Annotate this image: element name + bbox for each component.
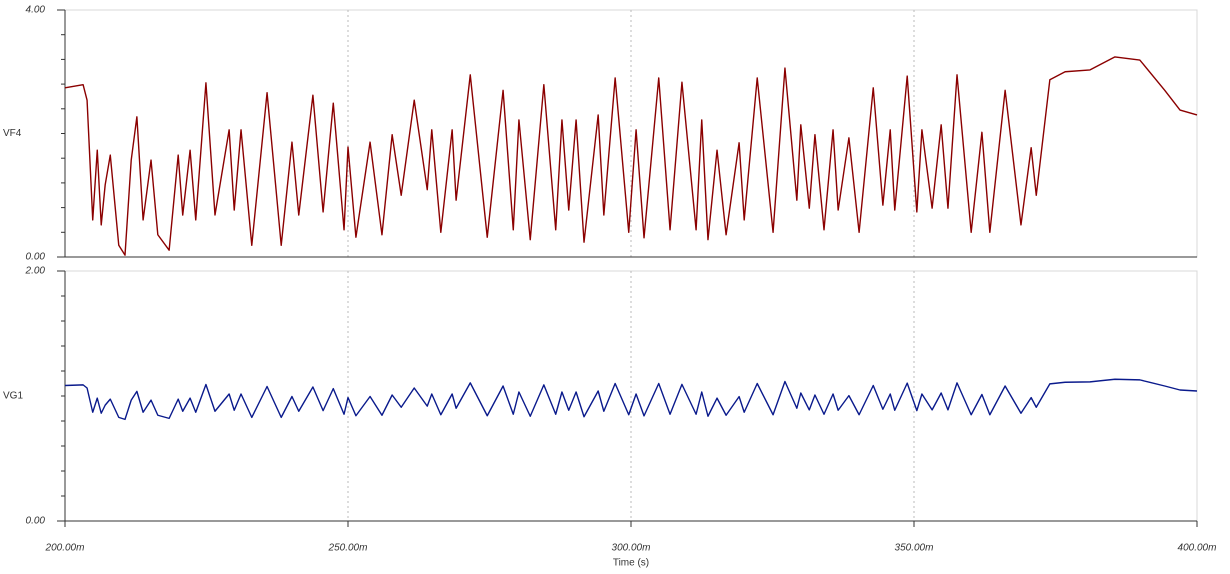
x-tick-label: 200.00m — [45, 543, 85, 554]
y-tick-label: 4.00 — [26, 5, 46, 16]
y-tick-label: 0.00 — [26, 516, 46, 527]
x-tick-label: 300.00m — [612, 543, 651, 554]
plot-frame — [64, 9, 1198, 258]
x-tick-label: 400.00m — [1178, 543, 1217, 554]
x-tick-label: 350.00m — [895, 543, 934, 554]
waveform — [64, 378, 1198, 421]
series-label: VF4 — [3, 128, 22, 139]
y-tick-label: 0.00 — [26, 252, 46, 263]
x-axis-label: Time (s) — [613, 558, 649, 569]
y-tick-label: 2.00 — [25, 266, 46, 277]
x-tick-label: 250.00m — [328, 543, 368, 554]
series-label: VG1 — [3, 391, 23, 402]
waveform — [64, 56, 1198, 256]
